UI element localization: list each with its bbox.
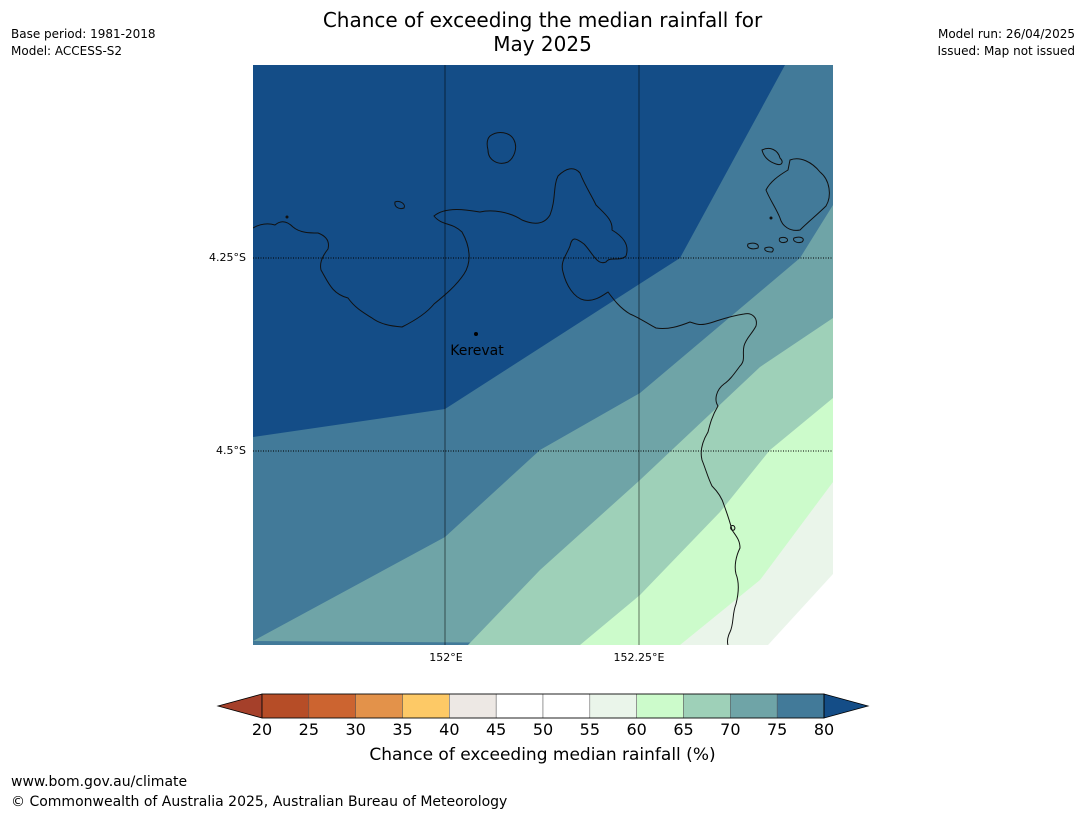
- colorbar-tick-label: 70: [720, 720, 741, 739]
- lon-label-152: 152°E: [429, 651, 463, 664]
- base-period-text: Base period: 1981-2018: [11, 27, 156, 41]
- lat-label-4-5: 4.5°S: [216, 444, 246, 457]
- map-title: Chance of exceeding the median rainfall …: [0, 8, 1085, 56]
- kerevat-marker: [474, 332, 478, 336]
- colorbar-segment: [261, 693, 310, 719]
- issued-text: Issued: Map not issued: [937, 44, 1075, 58]
- colorbar-extend-high: [823, 693, 870, 719]
- coastline: [253, 132, 830, 645]
- colorbar-tick-label: 40: [439, 720, 460, 739]
- colorbar-tick-label: 75: [766, 720, 788, 739]
- meta-left: Base period: 1981-2018 Model: ACCESS-S2: [11, 26, 156, 60]
- colorbar-segment: [402, 693, 450, 719]
- colorbar-tick-label: 20: [251, 720, 273, 739]
- lon-label-152-25: 152.25°E: [613, 651, 665, 664]
- lat-label-4-25: 4.25°S: [209, 251, 246, 264]
- colorbar-segment: [636, 693, 684, 719]
- colorbar-tick-label: 80: [813, 720, 835, 739]
- kerevat-label: Kerevat: [450, 343, 504, 359]
- colorbar-tick-label: 50: [532, 720, 554, 739]
- islet-dot: [285, 215, 289, 219]
- footer-url: www.bom.gov.au/climate: [11, 774, 188, 790]
- colorbar-segment: [355, 693, 403, 719]
- colorbar-segment: [542, 693, 591, 719]
- colorbar-tick-label: 30: [345, 720, 366, 739]
- colorbar-tick-label: 45: [485, 720, 507, 739]
- contour-band-50-55: [768, 574, 833, 645]
- colorbar-segment: [589, 693, 637, 719]
- colorbar-segment: [776, 693, 825, 719]
- colorbar-tick-label: 55: [579, 720, 601, 739]
- graticule: [253, 65, 833, 645]
- colorbar-segment: [683, 693, 731, 719]
- colorbar-extend-low: [216, 693, 263, 719]
- model-text: Model: ACCESS-S2: [11, 44, 123, 58]
- model-run-text: Model run: 26/04/2025: [937, 27, 1075, 41]
- colorbar-segment: [730, 693, 778, 719]
- colorbar-tick-label: 35: [392, 720, 413, 739]
- title-line-1: Chance of exceeding the median rainfall …: [322, 8, 763, 32]
- colorbar-segment: [308, 693, 356, 719]
- islet-dot: [769, 216, 773, 220]
- footer-copyright: © Commonwealth of Australia 2025, Austra…: [11, 794, 508, 810]
- colorbar-frame: [261, 693, 825, 719]
- colorbar-segment: [449, 693, 497, 719]
- probability-contours: Kerevat: [253, 65, 833, 645]
- colorbar-segment: [495, 693, 544, 719]
- meta-right: Model run: 26/04/2025 Issued: Map not is…: [937, 26, 1075, 60]
- title-line-2: May 2025: [493, 32, 592, 56]
- colorbar-tick-label: 65: [673, 720, 694, 739]
- contour-band-55-60: [680, 482, 833, 645]
- colorbar-tick-label: 60: [626, 720, 647, 739]
- colorbar-tick-label: 25: [298, 720, 320, 739]
- colorbar-label: Chance of exceeding median rainfall (%): [369, 745, 716, 765]
